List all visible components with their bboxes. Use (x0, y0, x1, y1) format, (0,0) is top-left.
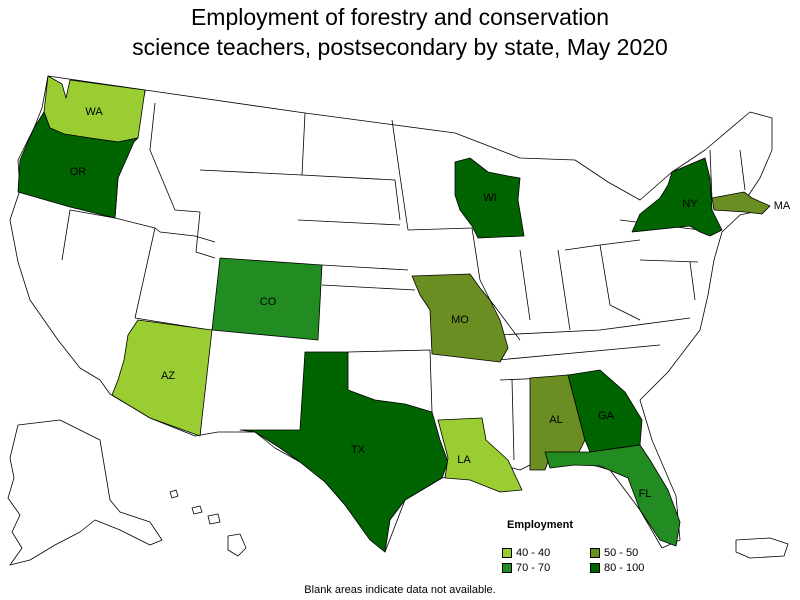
legend-label-40-40: 40 - 40 (516, 547, 551, 559)
state-borders (61, 90, 746, 461)
state-label-LA: LA (457, 454, 471, 466)
state-shape-AK (7, 419, 163, 566)
state-shape-OR (17, 111, 139, 219)
legend-swatch-50-50 (590, 548, 600, 558)
legend-label-50-50: 50 - 50 (604, 547, 639, 559)
state-label-NY: NY (682, 198, 698, 210)
footnote: Blank areas indicate data not available. (304, 584, 496, 596)
state-label-CO: CO (260, 296, 277, 308)
state-label-WA: WA (85, 106, 103, 118)
state-shape-LA (437, 417, 523, 493)
state-MO: MO (411, 273, 509, 363)
legend-label-70-70: 70 - 70 (516, 562, 551, 574)
state-shape-HI (169, 489, 247, 557)
legend-swatch-70-70 (502, 563, 512, 573)
state-FL: FL (544, 444, 681, 547)
state-WI: WI (454, 157, 525, 239)
state-label-MA: MA (774, 200, 791, 212)
state-label-AL: AL (549, 414, 562, 426)
state-TX: TX (239, 351, 449, 553)
legend-item-40-40: 40 - 40 (502, 547, 550, 559)
state-shape-FL (544, 444, 681, 547)
state-shape-AZ (111, 319, 213, 437)
state-shape-MO (411, 273, 509, 363)
state-shape-NY (631, 157, 723, 237)
legend-label-80-100: 80 - 100 (604, 562, 645, 574)
state-label-AZ: AZ (161, 370, 175, 382)
state-shape-WI (454, 157, 525, 239)
territory-shape-PR (735, 537, 789, 559)
state-LA: LA (437, 417, 523, 493)
legend-item-70-70: 70 - 70 (502, 562, 550, 574)
map-title: Employment of forestry and conservation … (0, 2, 800, 62)
legend-swatch-40-40 (502, 548, 512, 558)
state-shape-CO (211, 257, 323, 341)
state-GA: GA (567, 369, 643, 453)
map-title-line-2: science teachers, postsecondary by state… (132, 34, 668, 60)
state-label-TX: TX (351, 444, 366, 456)
legend-swatch-80-100 (590, 563, 600, 573)
state-label-WI: WI (483, 192, 496, 204)
legend-item-80-100: 80 - 100 (590, 562, 644, 574)
state-OR: OR (17, 111, 139, 219)
state-shape-MA (711, 191, 771, 215)
state-label-FL: FL (639, 488, 652, 500)
legend-item-50-50: 50 - 50 (590, 547, 638, 559)
state-shape-TX (239, 351, 449, 553)
map-title-line-1: Employment of forestry and conservation (190, 4, 610, 30)
legend-title: Employment (506, 519, 573, 531)
state-label-GA: GA (598, 410, 615, 422)
state-label-MO: MO (451, 314, 469, 326)
state-shape-GA (567, 369, 643, 453)
state-label-OR: OR (70, 166, 87, 178)
state-NY: NY (631, 157, 723, 237)
state-CO: CO (211, 257, 323, 341)
state-AZ: AZ (111, 319, 213, 437)
state-MA: MA (711, 191, 791, 215)
